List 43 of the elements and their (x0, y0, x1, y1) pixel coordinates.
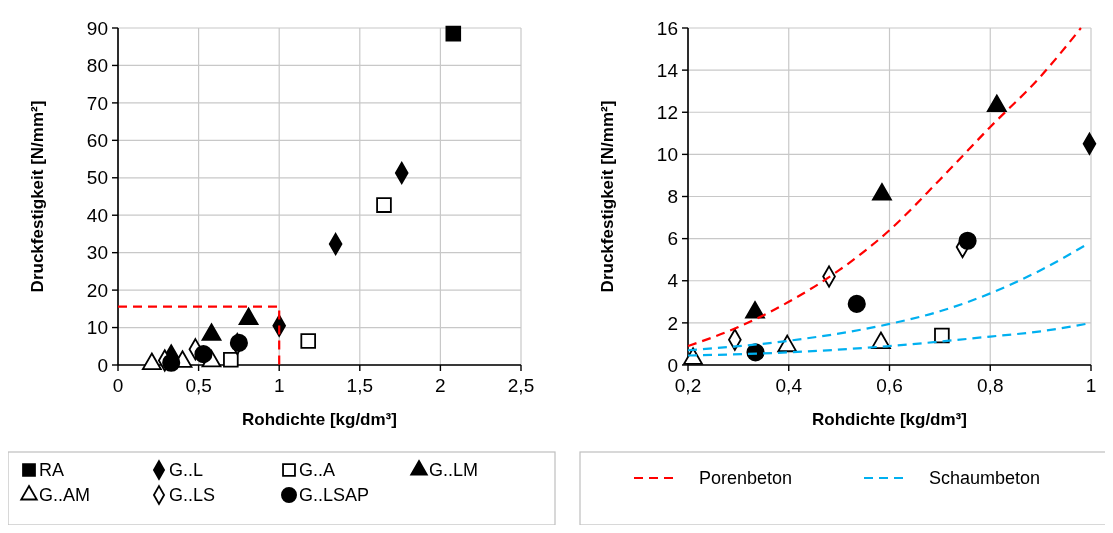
y-tick-label: 60 (86, 129, 108, 151)
legend-label: G..LM (429, 460, 479, 481)
y-axis-title: Druckfestigkeit [N/mm²] (598, 100, 617, 293)
y-tick-label: 0 (667, 354, 678, 376)
legend-label: G..L (169, 460, 204, 481)
y-axis-title: Druckfestigkeit [N/mm²] (28, 100, 47, 293)
legend-label: G..AM (39, 485, 91, 506)
y-tick-label: 50 (86, 167, 108, 189)
legend-label: RA (39, 460, 65, 481)
y-tick-label: 10 (656, 144, 678, 166)
y-tick-label: 14 (656, 59, 679, 81)
x-tick-label: 1 (273, 375, 285, 396)
legend-label: Schaumbeton (929, 468, 1041, 489)
y-tick-label: 12 (656, 101, 678, 123)
y-tick-label: 80 (86, 55, 108, 77)
x-axis-title: Rohdichte [kg/dm³] (242, 410, 397, 429)
y-tick-label: 90 (86, 17, 108, 39)
x-tick-label: 1 (1085, 375, 1097, 396)
x-tick-label: 0 (112, 375, 124, 396)
legend-label: G..LS (169, 485, 216, 506)
y-tick-label: 4 (667, 270, 679, 292)
legend-label: Porenbeton (699, 468, 793, 489)
y-tick-label: 10 (86, 317, 108, 339)
y-tick-label: 8 (667, 186, 678, 208)
x-tick-label: 0,4 (775, 375, 803, 396)
y-tick-label: 30 (86, 242, 108, 264)
x-tick-label: 0,8 (977, 375, 1004, 396)
y-tick-label: 6 (667, 228, 678, 250)
x-tick-label: 0,2 (674, 375, 702, 396)
y-tick-label: 2 (667, 312, 678, 334)
x-tick-label: 0,5 (185, 375, 212, 396)
y-tick-label: 70 (86, 92, 108, 114)
y-tick-label: 0 (97, 354, 108, 376)
x-tick-label: 1,5 (346, 375, 374, 396)
x-axis-title: Rohdichte [kg/dm³] (812, 410, 967, 429)
x-tick-label: 2 (435, 375, 446, 396)
y-tick-label: 20 (86, 279, 108, 301)
legend-label: G..A (299, 460, 336, 481)
y-tick-label: 16 (656, 17, 678, 39)
legend-label: G..LSAP (299, 485, 370, 506)
x-tick-label: 0,6 (876, 375, 903, 396)
y-tick-label: 40 (86, 204, 108, 226)
x-tick-label: 2,5 (507, 375, 535, 396)
